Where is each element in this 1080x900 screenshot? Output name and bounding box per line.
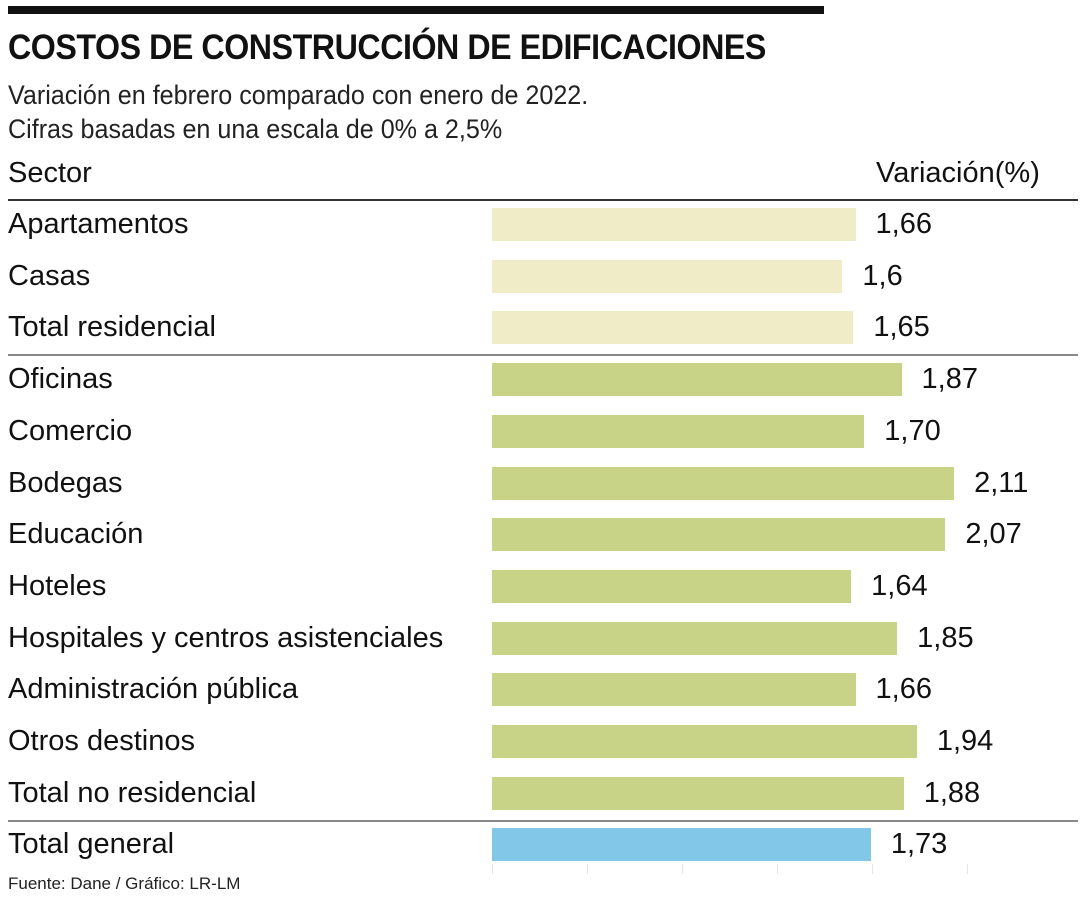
bar [492,363,902,397]
category-label: Bodegas [8,466,123,499]
chart-subtitle-2: Cifras basadas en una escala de 0% a 2,5… [8,114,503,144]
bar [492,466,955,500]
axis-tick [872,864,873,874]
axis-tick [682,864,683,874]
axis-tick [777,864,778,874]
source-note: Fuente: Dane / Gráfico: LR-LM [8,874,241,893]
value-label: 1,73 [890,828,948,861]
bar [492,259,843,293]
value-label: 1,66 [875,673,932,706]
value-label: 1,70 [884,414,941,447]
category-label: Hospitales y centros asistenciales [8,621,444,654]
value-label: 1,88 [923,776,981,809]
value-label: 1,65 [873,311,930,344]
value-label: 1,6 [862,259,903,292]
bar [492,518,946,552]
axis-tick [492,864,493,874]
category-label: Otros destinos [8,725,195,757]
bar [492,725,917,758]
value-label: 2,07 [965,518,1022,551]
value-label: 2,11 [974,466,1029,499]
axis-tick [967,864,968,874]
category-label: Total general [8,828,175,861]
bar [492,569,852,603]
value-label: 1,66 [875,208,932,240]
bar [492,776,904,810]
category-label: Educación [8,518,144,551]
residential-divider [8,354,1078,356]
bar [492,208,856,241]
bar [492,673,856,707]
header-divider [8,199,1078,201]
value-label: 1,85 [917,621,974,654]
bar [492,621,898,655]
category-label: Apartamentos [8,208,189,240]
chart-subtitle-1: Variación en febrero comparado con enero… [8,80,589,110]
column-header-variation: Variación(%) [876,157,1040,189]
bar [492,414,865,448]
chart-title: COSTOS DE CONSTRUCCIÓN DE EDIFICACIONES [8,28,766,67]
value-label: 1,87 [921,363,978,396]
category-label: Casas [8,259,91,292]
category-label: Comercio [8,414,133,447]
axis-tick [587,864,588,874]
value-label: 1,64 [871,569,928,602]
value-label: 1,94 [936,725,994,757]
column-header-sector: Sector [8,157,92,189]
top-rule [8,6,824,14]
category-label: Hoteles [8,569,107,602]
category-label: Total residencial [8,311,216,344]
bar [492,828,871,862]
category-label: Administración pública [8,673,299,706]
bar [492,311,854,345]
category-label: Total no residencial [8,776,257,809]
nonresidential-divider [8,820,1078,822]
category-label: Oficinas [8,363,113,396]
